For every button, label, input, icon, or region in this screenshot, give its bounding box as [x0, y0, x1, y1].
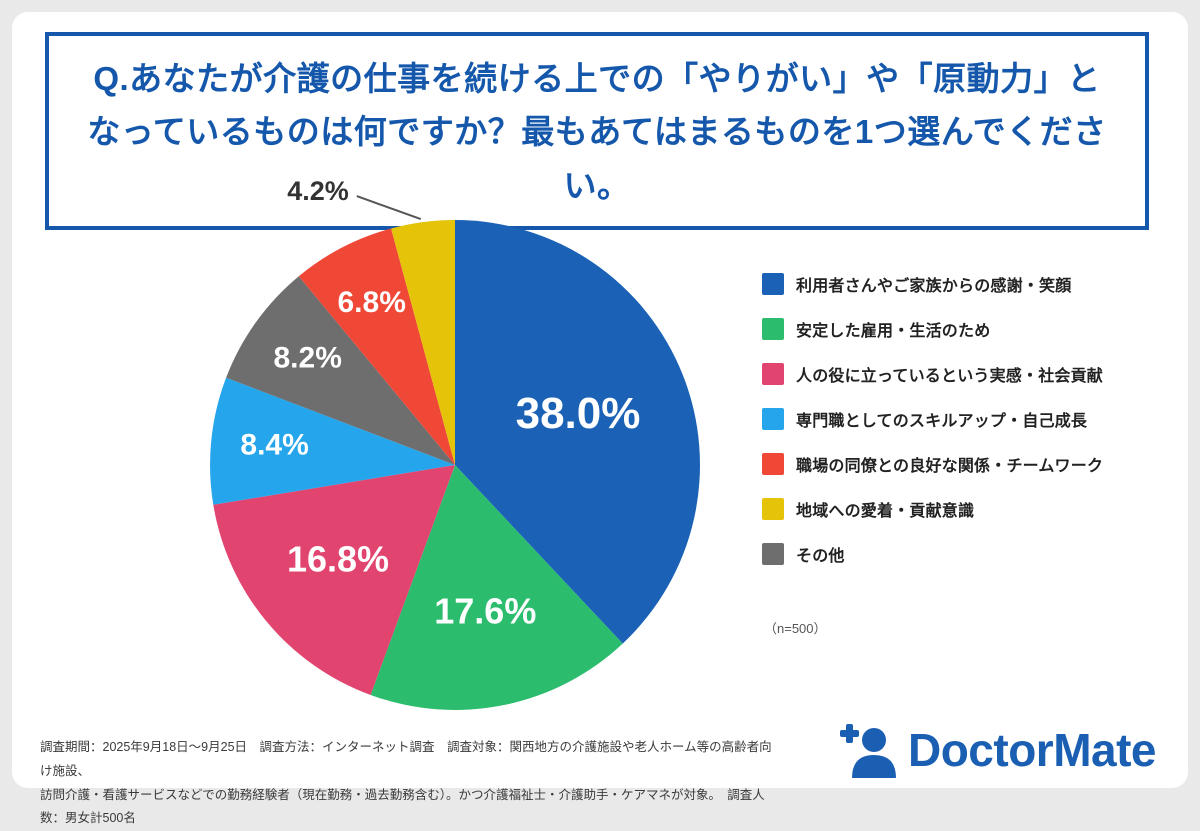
legend-label: 利用者さんやご家族からの感謝・笑顔 [796, 272, 1071, 296]
legend-label: 人の役に立っているという実感・社会貢献 [796, 362, 1103, 386]
legend-item-2: 人の役に立っているという実感・社会貢献 [762, 362, 1172, 386]
legend-item-3: 専門職としてのスキルアップ・自己成長 [762, 407, 1172, 431]
legend-label: その他 [796, 542, 845, 566]
survey-footnote-line2: 訪問介護・看護サービスなどでの勤務経験者（現在勤務・過去勤務含む）。かつ介護福祉… [40, 784, 780, 831]
legend-item-5: 地域への愛着・貢献意識 [762, 497, 1172, 521]
legend-item-1: 安定した雇用・生活のため [762, 317, 1172, 341]
legend-label: 職場の同僚との良好な関係・チームワーク [796, 452, 1103, 476]
legend-swatch [762, 543, 784, 565]
doctormate-logo-text: DoctorMate [908, 723, 1156, 777]
survey-footnote: 調査期間：2025年9月18日～9月25日 調査方法：インターネット調査 調査対… [40, 736, 780, 831]
question-title-line1: Q.あなたが介護の仕事を続ける上での「やりがい」や「原動力」と [57, 52, 1137, 105]
legend-sample-note: （n=500） [764, 618, 1174, 637]
pie-chart-area: 38.0% 17.6% 16.8% 8.4% 8.2% 6.8% 4.2% [145, 115, 765, 755]
pie-label-6: 4.2% [287, 176, 349, 206]
legend-label: 専門職としてのスキルアップ・自己成長 [796, 407, 1087, 431]
pie-label-1: 17.6% [434, 590, 536, 631]
legend-label: 地域への愛着・貢献意識 [796, 497, 974, 521]
legend-swatch [762, 273, 784, 295]
legend-swatch [762, 498, 784, 520]
doctormate-logo: DoctorMate [840, 722, 1156, 778]
legend-swatch [762, 453, 784, 475]
pie-label-3: 8.4% [240, 429, 308, 462]
pie-chart: 38.0% 17.6% 16.8% 8.4% 8.2% 6.8% 4.2% [145, 115, 765, 755]
legend-item-4: 職場の同僚との良好な関係・チームワーク [762, 452, 1172, 476]
pie-label-0: 38.0% [516, 389, 641, 438]
pie-label-4: 8.2% [274, 341, 342, 374]
pie-label-5: 6.8% [338, 286, 406, 319]
legend: 利用者さんやご家族からの感謝・笑顔安定した雇用・生活のため人の役に立っているとい… [762, 272, 1172, 587]
doctormate-logo-icon [840, 722, 898, 778]
pie-label-2: 16.8% [287, 538, 389, 579]
legend-item-6: その他 [762, 542, 1172, 566]
legend-swatch [762, 318, 784, 340]
legend-swatch [762, 363, 784, 385]
survey-footnote-line1: 調査期間：2025年9月18日～9月25日 調査方法：インターネット調査 調査対… [40, 736, 780, 784]
legend-swatch [762, 408, 784, 430]
pie-label-leader-line [357, 196, 421, 219]
legend-item-0: 利用者さんやご家族からの感謝・笑顔 [762, 272, 1172, 296]
legend-label: 安定した雇用・生活のため [796, 317, 990, 341]
